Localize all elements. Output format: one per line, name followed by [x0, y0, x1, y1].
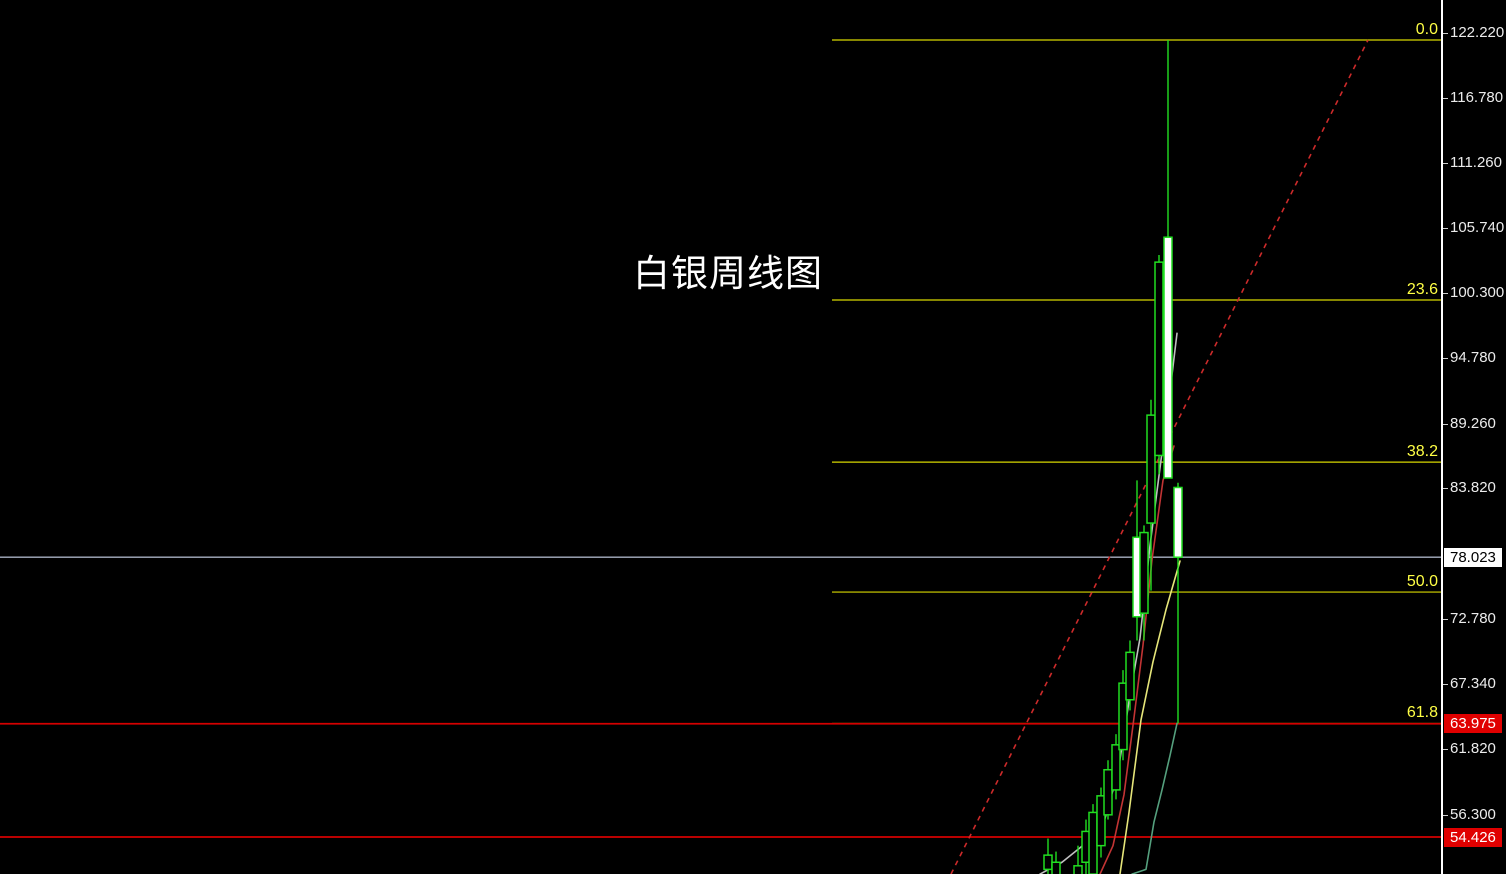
candle-body-14 [1163, 236, 1173, 479]
ma-long-teal [1131, 722, 1178, 874]
tick-mark [1443, 292, 1448, 294]
fib-label-0.0: 0.0 [1415, 20, 1438, 38]
candle-body-13 [1154, 261, 1164, 457]
price-tick-72.780: 72.780 [1450, 610, 1496, 628]
tick-mark [1443, 358, 1448, 360]
candlestick-plot-area[interactable] [0, 0, 1443, 874]
tick-mark [1443, 33, 1448, 34]
price-tick-116.780: 116.780 [1450, 88, 1504, 106]
current-price-badge: 78.023 [1444, 547, 1502, 567]
price-tick-100.300: 100.300 [1450, 283, 1505, 301]
alert-price-badge: 54.426 [1444, 827, 1502, 847]
fib-label-61.8: 61.8 [1406, 704, 1438, 722]
tick-mark [1443, 97, 1448, 99]
price-axis[interactable]: 122.220 116.780 111.260 105.740 100.300 94.78… [1443, 0, 1506, 874]
candle-body-7 [1111, 744, 1121, 791]
tick-mark [1443, 619, 1448, 621]
ma-slow-yellow [1119, 560, 1181, 874]
price-tick-56.300: 56.300 [1450, 805, 1496, 823]
price-tick-105.740: 105.740 [1450, 219, 1505, 237]
tick-mark [1443, 488, 1448, 490]
candle-body-11 [1139, 531, 1149, 614]
candle-body-9 [1125, 651, 1135, 701]
price-tick-83.820: 83.820 [1450, 479, 1496, 497]
price-tick-111.260: 111.260 [1450, 153, 1502, 171]
price-tick-61.820: 61.820 [1450, 740, 1496, 758]
tick-mark [1443, 814, 1448, 816]
tick-mark [1443, 228, 1448, 230]
price-tick-94.780: 94.780 [1450, 349, 1496, 367]
ma-mid-red [1099, 445, 1175, 874]
tick-mark [1443, 423, 1448, 425]
candle-body-8 [1118, 682, 1128, 751]
price-tick-67.340: 67.340 [1450, 674, 1496, 692]
candle-body-12 [1146, 414, 1156, 524]
candle-body-0 [1043, 854, 1053, 871]
alert-price-badge: 63.975 [1444, 714, 1502, 734]
chart-title: 白银周线图 [633, 252, 823, 295]
candle-body-4 [1088, 811, 1098, 874]
tick-mark [1443, 749, 1448, 751]
candle-body-6 [1103, 768, 1113, 816]
price-tick-122.220: 122.220 [1450, 24, 1505, 41]
tick-mark [1443, 162, 1448, 164]
fib-label-38.2: 38.2 [1406, 443, 1438, 461]
candle-body-5 [1096, 795, 1106, 847]
candle-body-1 [1051, 861, 1061, 874]
candle-body-2 [1073, 865, 1083, 874]
candle-body-15 [1173, 486, 1183, 558]
fib-label-50.0: 50.0 [1406, 573, 1438, 591]
tick-mark [1443, 683, 1448, 685]
fib-label-23.6: 23.6 [1406, 280, 1438, 298]
price-tick-89.260: 89.260 [1450, 414, 1496, 432]
price-axis-separator [1441, 0, 1443, 874]
